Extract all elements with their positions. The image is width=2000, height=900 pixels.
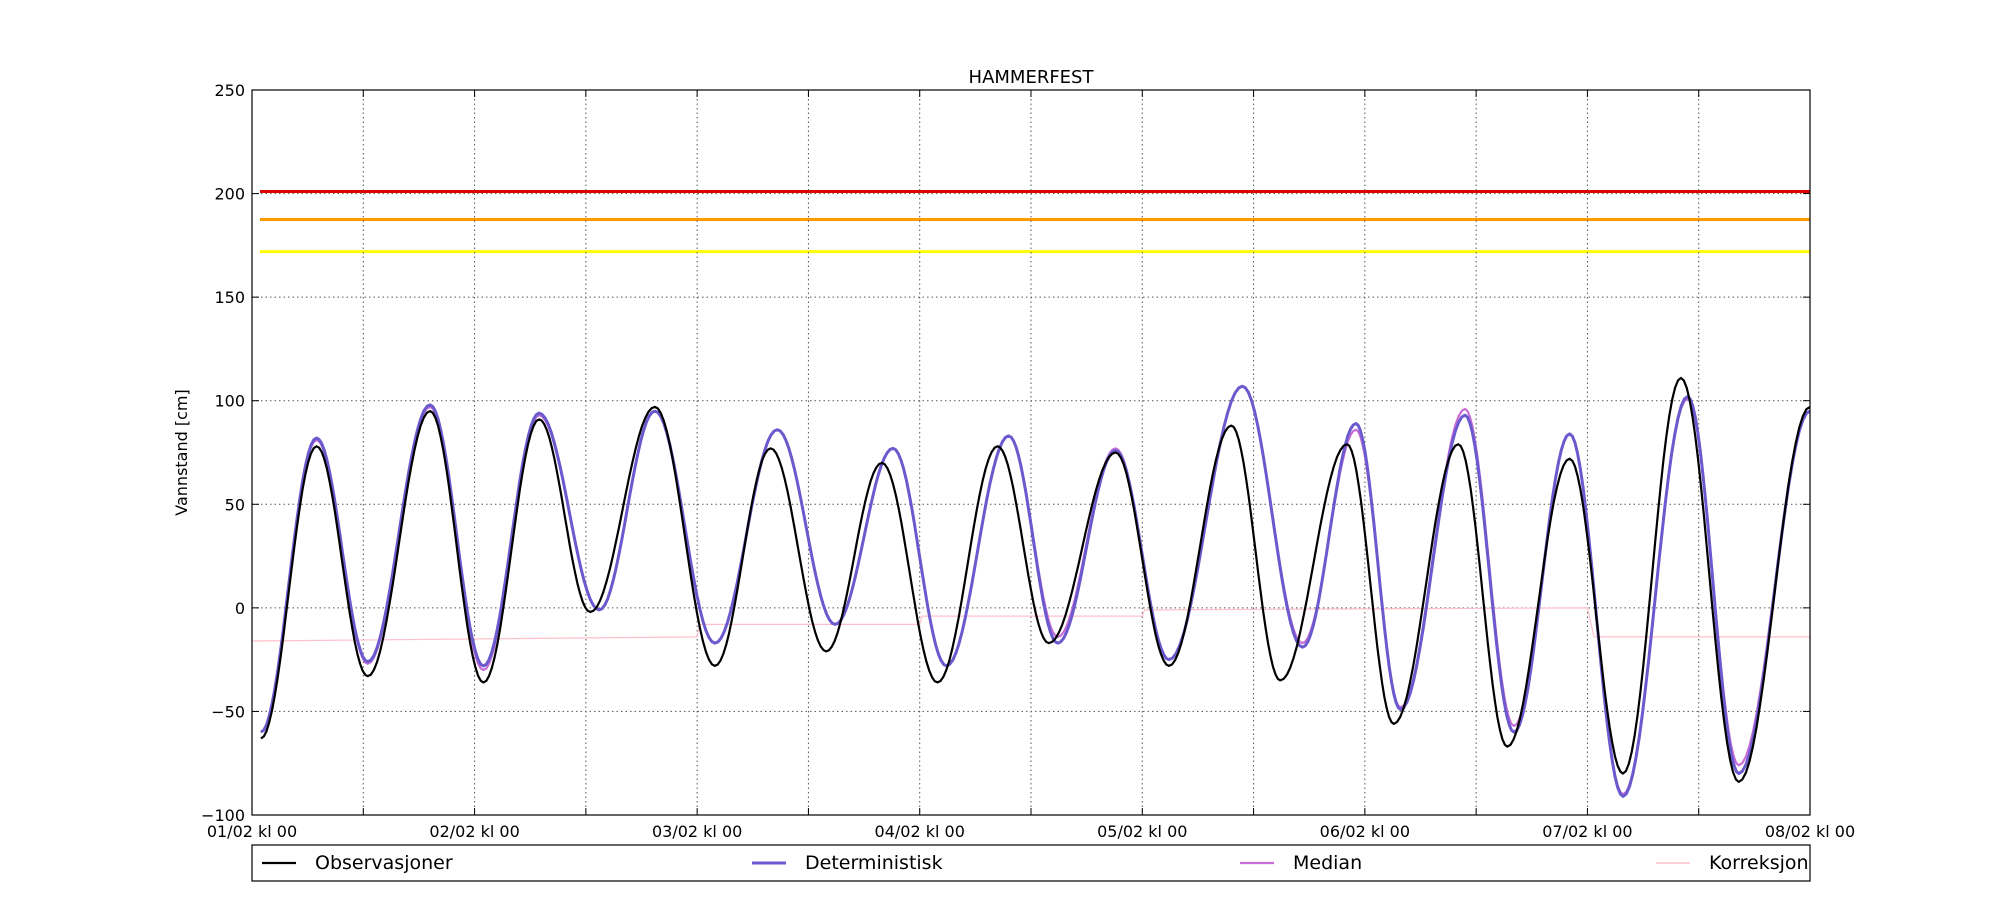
legend-label-median: Median	[1293, 852, 1362, 874]
series-line-deterministisk	[260, 384, 1811, 798]
y-tick-label: 150	[214, 288, 245, 307]
x-tick-label: 05/02 kl 00	[1097, 822, 1187, 841]
legend-label-observasjoner: Observasjoner	[315, 852, 453, 874]
grid-lines	[252, 90, 1810, 815]
axis-ticks: −100 −50 0 50 100 150 200 250 01/02 kl 00 02/02 k…	[201, 81, 1855, 841]
legend: Observasjoner Deterministisk Median Korreks…	[262, 852, 1809, 874]
y-tick-label: 50	[225, 495, 245, 514]
series-line-korreksjon	[251, 607, 1810, 642]
threshold-lines	[260, 190, 1810, 254]
x-tick-label: 08/02 kl 00	[1765, 822, 1855, 841]
x-tick-label: 06/02 kl 00	[1320, 822, 1410, 841]
x-tick-label: 03/02 kl 00	[652, 822, 742, 841]
y-tick-label: 0	[235, 599, 245, 618]
legend-label-deterministisk: Deterministisk	[805, 852, 943, 874]
y-tick-label: −100	[201, 806, 245, 825]
x-tick-label: 01/02 kl 00	[207, 822, 297, 841]
series-line-observasjoner	[260, 376, 1811, 783]
series-lines	[251, 376, 1811, 798]
legend-box	[251, 844, 1811, 882]
y-tick-label: 250	[214, 81, 245, 100]
x-tick-label: 07/02 kl 00	[1542, 822, 1632, 841]
chart-title: HAMMERFEST	[969, 67, 1095, 88]
x-tick-label: 04/02 kl 00	[875, 822, 965, 841]
y-tick-label: −50	[211, 702, 245, 721]
y-tick-label: 100	[214, 392, 245, 411]
x-tick-label: 02/02 kl 00	[429, 822, 519, 841]
legend-label-korreksjon: Korreksjon	[1709, 852, 1809, 874]
y-axis-label: Vannstand [cm]	[172, 389, 191, 515]
y-tick-label: 200	[214, 185, 245, 204]
